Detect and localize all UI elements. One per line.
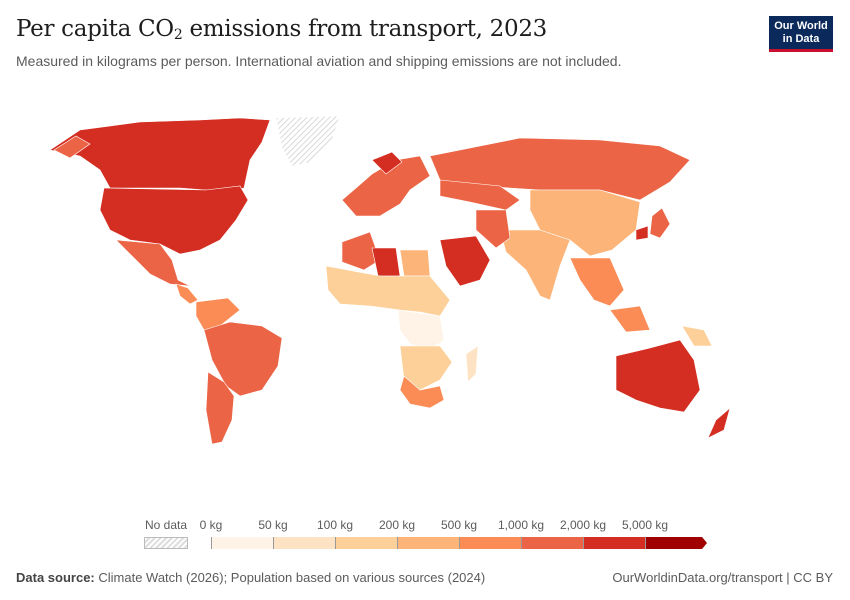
country-shape[interactable] — [649, 207, 671, 239]
country-shape[interactable] — [499, 229, 571, 301]
country-shape[interactable] — [203, 321, 283, 397]
legend-tick: 2,000 kg — [559, 518, 607, 532]
legend-tick: 500 kg — [440, 518, 478, 532]
country-shape[interactable] — [371, 247, 401, 277]
country-shape[interactable] — [115, 239, 191, 287]
legend-tick: 5,000 kg — [621, 518, 669, 532]
country-shape[interactable] — [175, 283, 199, 305]
chart-subtitle: Measured in kilograms per person. Intern… — [16, 53, 622, 69]
logo-line2: in Data — [782, 33, 820, 45]
country-shape[interactable] — [325, 265, 451, 317]
footer-source: Data source: Climate Watch (2026); Popul… — [16, 570, 485, 585]
country-shape[interactable] — [99, 185, 249, 255]
country-shape[interactable] — [635, 225, 649, 241]
world-map — [49, 115, 731, 445]
legend-bin[interactable] — [645, 537, 707, 549]
country-shape[interactable] — [205, 371, 235, 445]
country-shape[interactable] — [465, 345, 479, 383]
country-shape[interactable] — [49, 117, 271, 193]
country-shape[interactable] — [397, 309, 445, 351]
title-text-suffix: emissions from transport, 2023 — [182, 16, 547, 42]
title-text: Per capita CO — [16, 16, 174, 42]
legend-tick: 200 kg — [378, 518, 416, 532]
country-shape[interactable] — [615, 339, 701, 413]
country-shape[interactable] — [681, 325, 713, 347]
title-subscript: 2 — [173, 27, 183, 43]
country-shape[interactable] — [707, 407, 731, 439]
country-shape[interactable] — [475, 209, 511, 249]
legend-tick: 50 kg — [258, 518, 288, 532]
owid-logo[interactable]: Our World in Data — [769, 16, 833, 52]
country-shape[interactable] — [399, 249, 431, 277]
country-shape[interactable] — [371, 151, 403, 175]
legend-bin[interactable] — [335, 537, 397, 549]
legend-bin[interactable] — [583, 537, 645, 549]
country-shape[interactable] — [529, 189, 641, 257]
country-shape[interactable] — [275, 115, 341, 167]
country-shape[interactable] — [569, 257, 625, 307]
country-shape[interactable] — [341, 231, 381, 271]
logo-line1: Our World — [774, 20, 828, 32]
country-shape[interactable] — [439, 235, 491, 287]
legend-bin[interactable] — [521, 537, 583, 549]
legend-no-data-swatch[interactable] — [144, 537, 188, 549]
country-shape[interactable] — [341, 155, 431, 217]
country-shape[interactable] — [609, 305, 651, 333]
legend-tick: 100 kg — [316, 518, 354, 532]
source-label: Data source: — [16, 570, 95, 585]
legend-bin[interactable] — [459, 537, 521, 549]
legend-bin[interactable] — [397, 537, 459, 549]
country-shape[interactable] — [53, 135, 91, 159]
footer-url[interactable]: OurWorldinData.org/transport | CC BY — [612, 570, 833, 585]
legend-tick: 0 kg — [199, 518, 223, 532]
legend-tick: 1,000 kg — [497, 518, 545, 532]
source-text: Climate Watch (2026); Population based o… — [94, 570, 486, 585]
chart-title: Per capita CO2 emissions from transport,… — [16, 16, 547, 43]
legend-bin[interactable] — [273, 537, 335, 549]
legend-bin[interactable] — [211, 537, 273, 549]
legend-no-data-label: No data — [144, 518, 188, 532]
country-shape[interactable] — [399, 375, 445, 409]
